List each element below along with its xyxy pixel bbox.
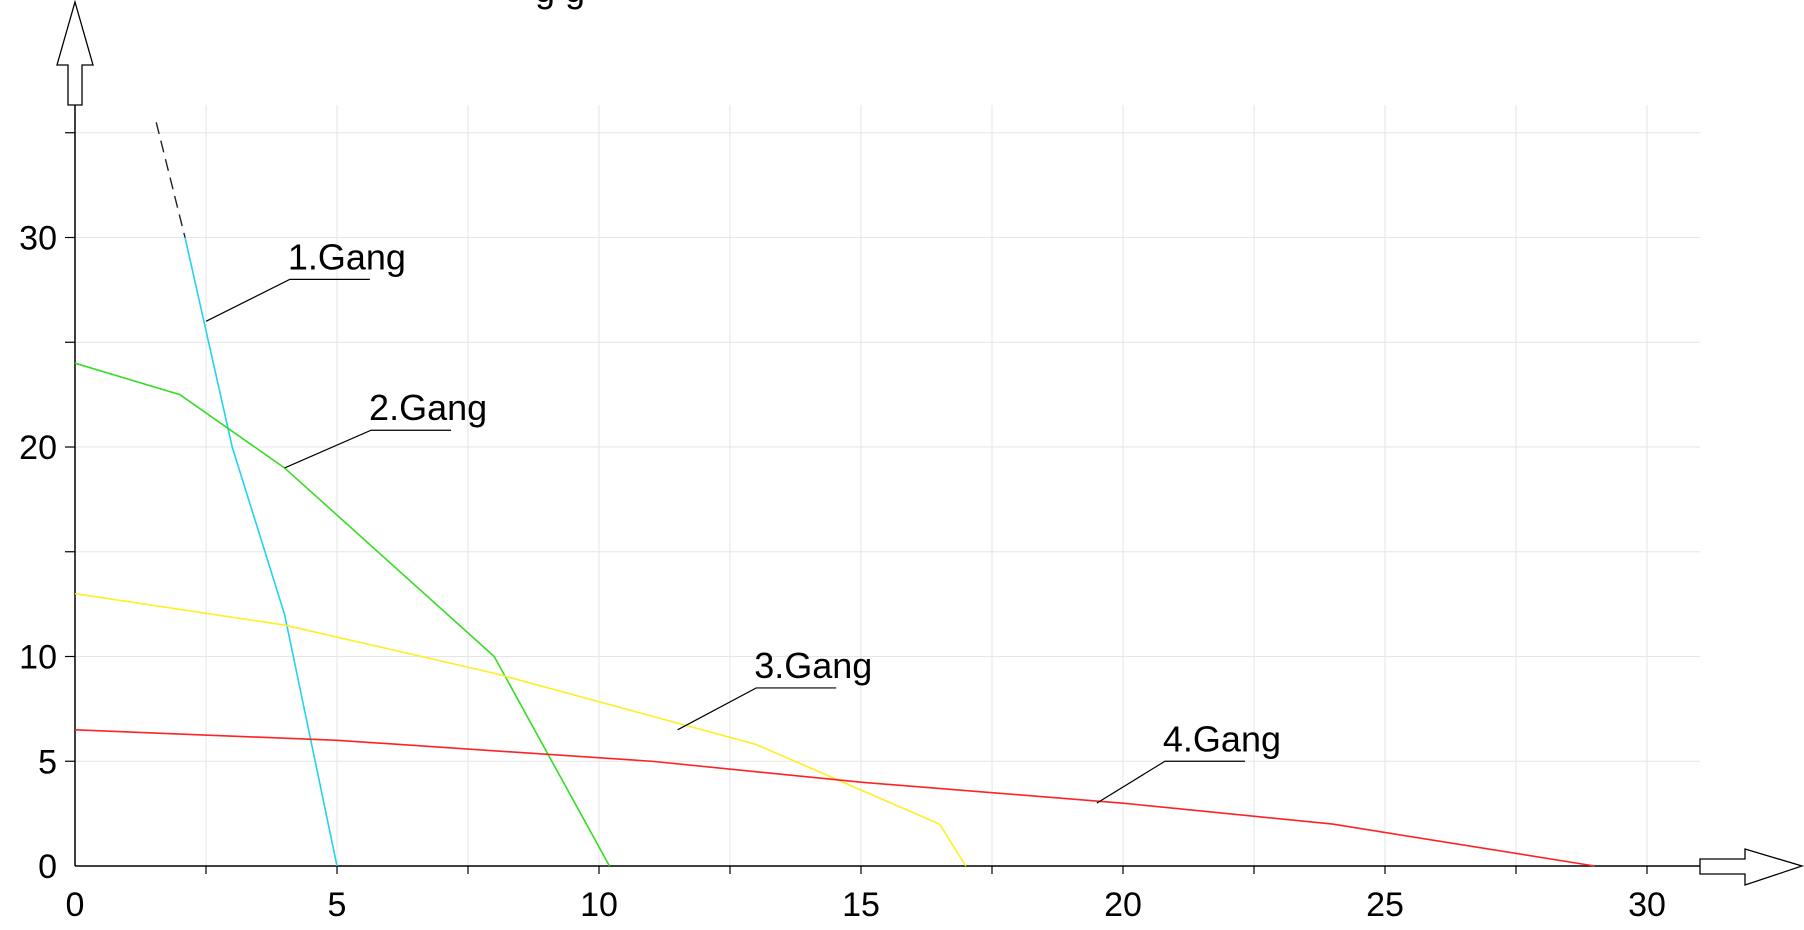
x-tick-label: 15 <box>842 886 880 924</box>
series-line-4gang <box>74 729 1595 867</box>
series-line-extension-1gang <box>155 122 186 238</box>
y-tick-label: 0 <box>38 848 57 886</box>
series-line-3gang <box>74 592 967 867</box>
y-tick-label: 30 <box>19 220 57 258</box>
x-axis-arrow <box>1699 848 1804 886</box>
leader-line-1gang <box>205 278 370 322</box>
series-lines <box>74 122 1595 867</box>
series-label-1gang: 1.Gang <box>288 236 406 277</box>
y-tick-label: 20 <box>19 429 57 467</box>
partial-top-text: g g <box>535 0 585 10</box>
leader-line-2gang <box>284 429 452 469</box>
y-tick-label: 5 <box>38 743 57 781</box>
series-label-3gang: 3.Gang <box>754 645 872 686</box>
x-tick-label: 5 <box>328 886 347 924</box>
x-tick-label: 20 <box>1104 886 1142 924</box>
leader-line-4gang <box>1096 760 1245 804</box>
series-label-2gang: 2.Gang <box>369 387 487 428</box>
leader-line-3gang <box>677 687 837 731</box>
x-tick-label: 10 <box>580 886 618 924</box>
tick-labels: 0 5 10 15 20 25 30 0 5 10 20 30 <box>19 220 1666 925</box>
grid-lines <box>75 105 1700 866</box>
series-annotations: 1.Gang 2.Gang 3.Gang 4.Gang <box>205 236 1281 804</box>
series-label-4gang: 4.Gang <box>1163 718 1281 759</box>
y-tick-label: 10 <box>19 639 57 677</box>
x-tick-label: 25 <box>1366 886 1404 924</box>
axes <box>56 0 1804 886</box>
ticks <box>65 132 1648 874</box>
y-axis-arrow <box>56 0 94 106</box>
x-tick-label: 0 <box>66 886 85 924</box>
series-line-1gang <box>184 237 338 867</box>
series-line-2gang <box>74 362 611 867</box>
x-tick-label: 30 <box>1628 886 1666 924</box>
